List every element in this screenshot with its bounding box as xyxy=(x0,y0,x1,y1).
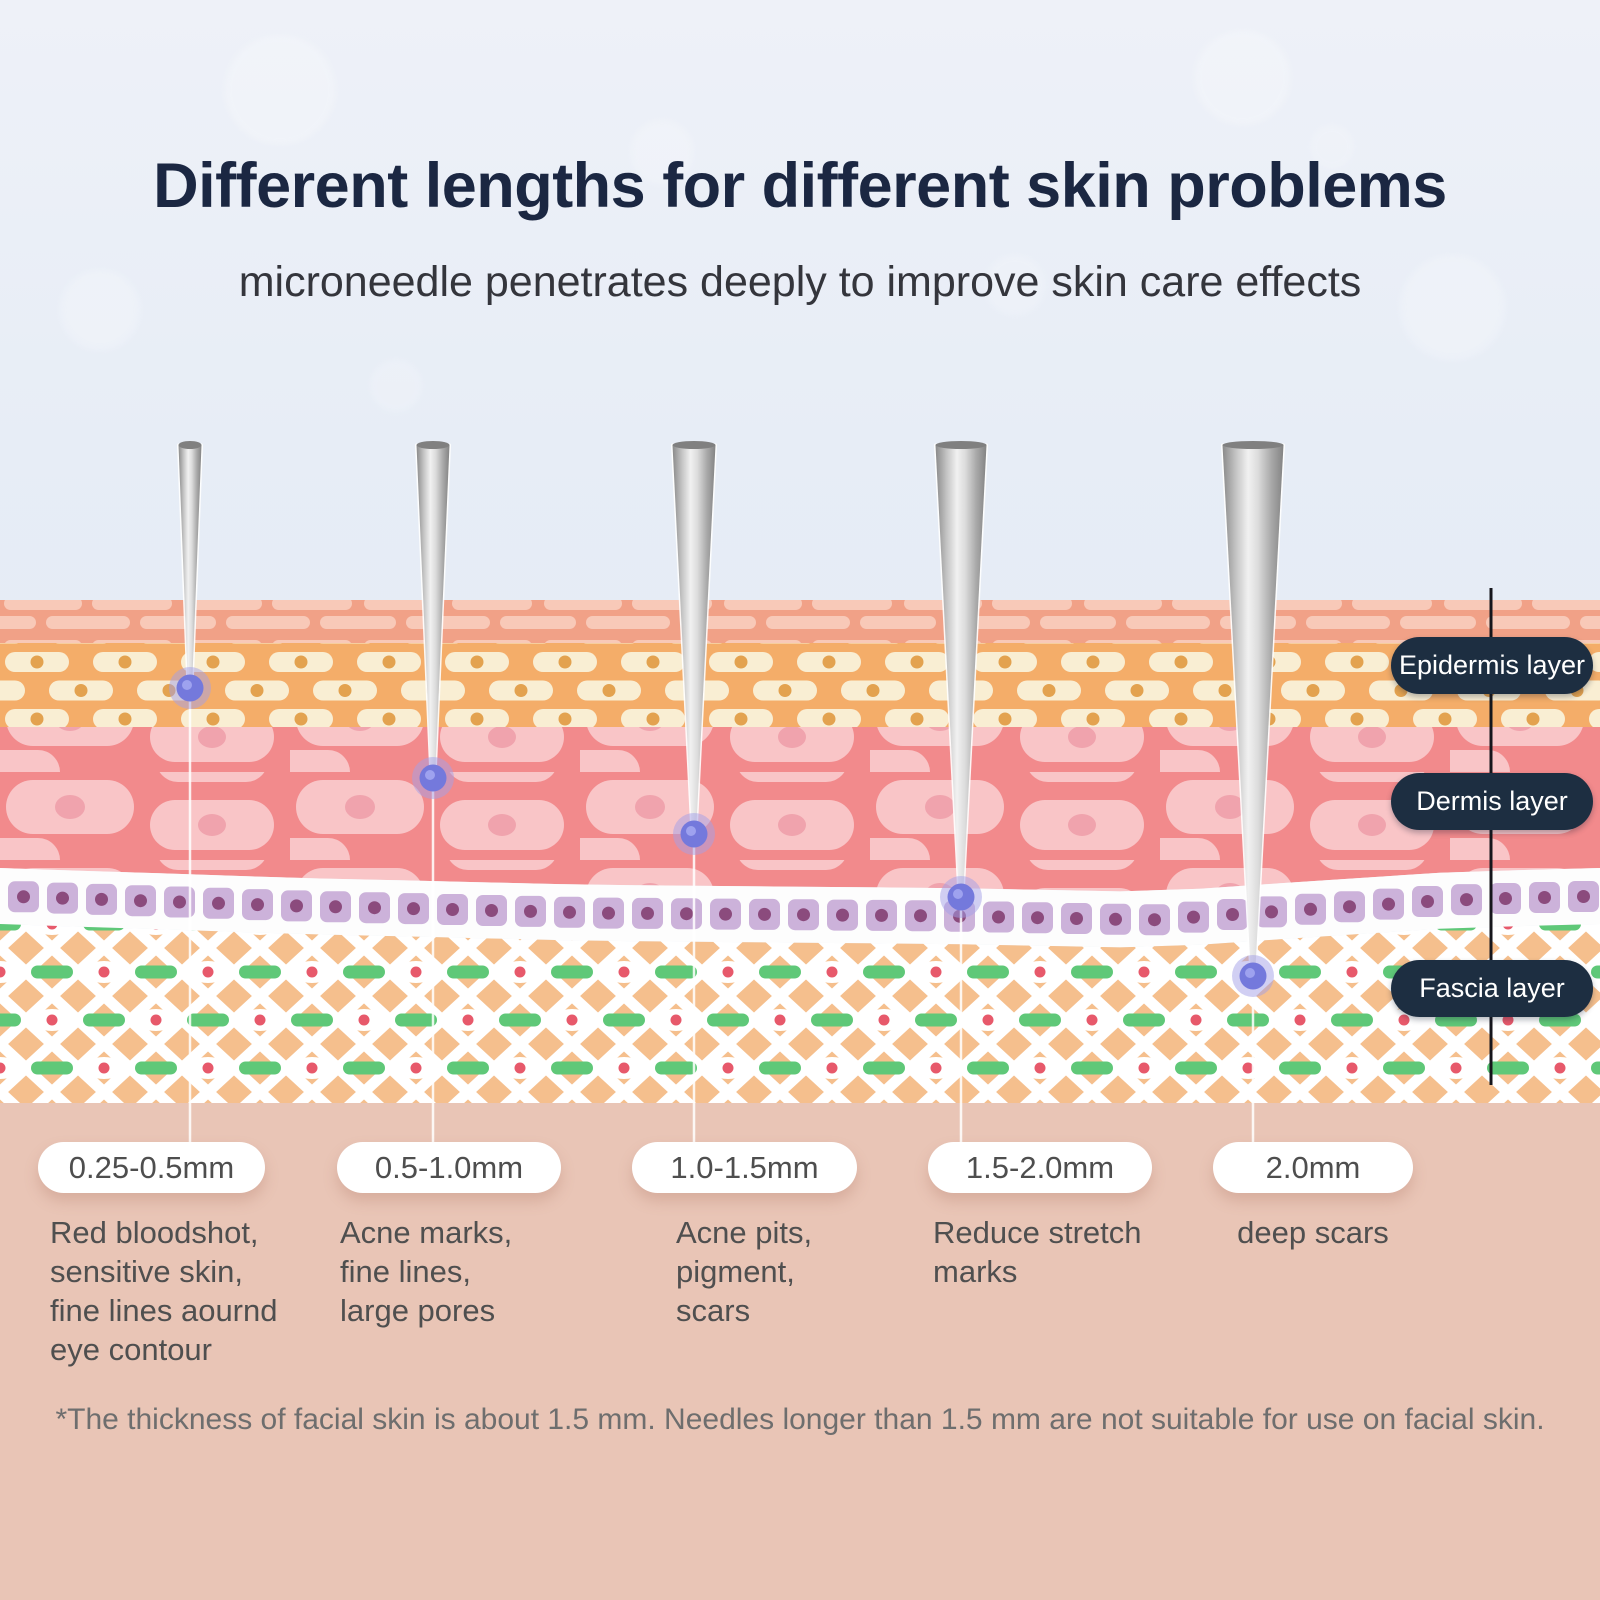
treatment-list-5: deep scars xyxy=(1237,1215,1389,1250)
microneedle-2 xyxy=(412,441,454,1146)
epidermis-cell-band xyxy=(0,643,1600,727)
bokeh-circle xyxy=(630,120,694,184)
layer-label-fascia: Fascia layer xyxy=(1391,960,1593,1017)
bokeh-circle xyxy=(1400,255,1505,360)
depth-pill-3: 1.0-1.5mm xyxy=(632,1142,857,1193)
bokeh-circle xyxy=(985,255,1045,315)
depth-pill-4: 1.5-2.0mm xyxy=(928,1142,1152,1193)
microneedle-4 xyxy=(934,441,988,1146)
needle-tip-glow xyxy=(673,813,715,855)
bokeh-circle xyxy=(60,270,140,350)
layer-label-dermis: Dermis layer xyxy=(1391,773,1593,830)
depth-pill-1: 0.25-0.5mm xyxy=(38,1142,265,1193)
footnote: *The thickness of facial skin is about 1… xyxy=(55,1403,1545,1436)
depth-pill-2: 0.5-1.0mm xyxy=(337,1142,561,1193)
microneedle-1 xyxy=(169,441,211,1146)
microneedle-5 xyxy=(1221,441,1285,1146)
layer-label-epidermis: Epidermis layer xyxy=(1391,637,1593,694)
page-title: Different lengths for different skin pro… xyxy=(153,151,1447,221)
bokeh-circle xyxy=(1310,125,1354,169)
treatment-list-4: Reduce stretch marks xyxy=(933,1215,1142,1289)
needle-tip-glow xyxy=(169,667,211,709)
epidermis-corneum-band xyxy=(0,600,1600,643)
depth-pill-5: 2.0mm xyxy=(1213,1142,1413,1193)
bokeh-circle xyxy=(370,360,422,412)
needle-tip-glow xyxy=(412,757,454,799)
bokeh-circle xyxy=(225,35,335,145)
microneedle-3 xyxy=(671,441,717,1146)
dermis-band xyxy=(0,727,1600,892)
needle-tip-glow xyxy=(1232,955,1274,997)
fascia-band xyxy=(0,924,1600,1103)
treatment-list-1: Red bloodshot, sensitive skin, fine line… xyxy=(50,1215,278,1367)
subtitle: microneedle penetrates deeply to improve… xyxy=(238,258,1362,306)
skin-illustration xyxy=(0,441,1600,1146)
treatment-list-3: Acne pits, pigment, scars xyxy=(676,1215,813,1328)
treatment-list-2: Acne marks, fine lines, large pores xyxy=(340,1215,513,1328)
bokeh-circle xyxy=(1195,30,1290,125)
needle-tip-glow xyxy=(940,876,982,918)
